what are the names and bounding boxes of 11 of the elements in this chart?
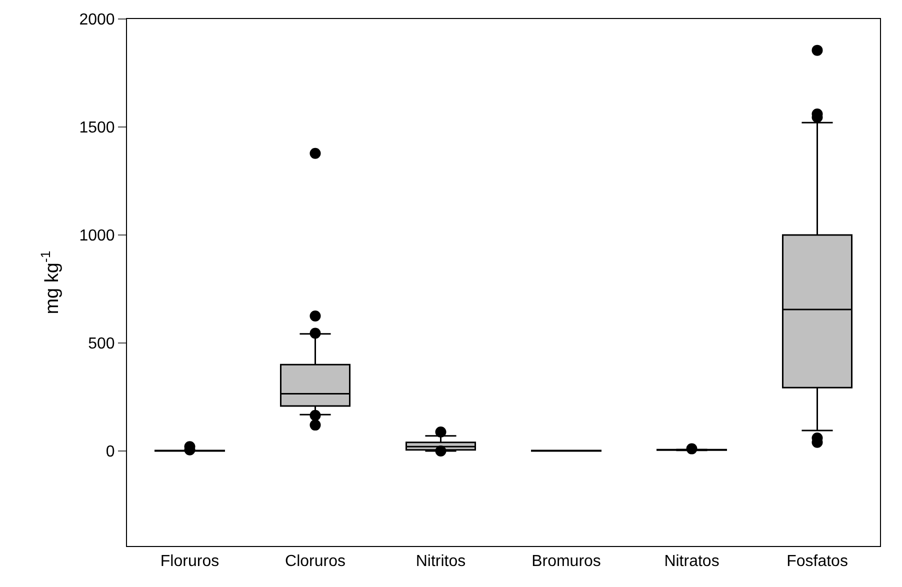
y-tick-label: 1500 — [79, 120, 115, 137]
x-tick-label: Bromuros — [532, 553, 601, 570]
y-tick-label: 0 — [106, 444, 115, 461]
x-tick-label: Nitritos — [416, 553, 466, 570]
y-tick-label: 500 — [88, 336, 115, 353]
y-tick-label: 2000 — [79, 12, 115, 29]
x-tick-label: Floruros — [160, 553, 220, 570]
y-tick-label: 1000 — [79, 228, 115, 245]
x-tick-label: Fosfatos — [786, 553, 848, 570]
x-tick-label: Cloruros — [285, 553, 346, 570]
x-tick-label: Nitratos — [664, 553, 720, 570]
